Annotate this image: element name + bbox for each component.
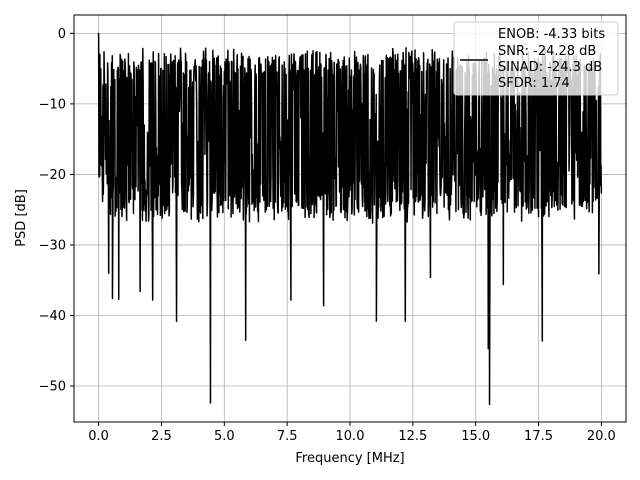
y-tick-label: −30	[39, 238, 66, 253]
x-tick-label: 2.5	[151, 429, 172, 444]
legend-entry-snr: SNR: -24.28 dB	[498, 44, 596, 59]
x-tick-label: 20.0	[587, 429, 616, 444]
y-tick-label: −20	[39, 168, 66, 183]
psd-peak-point	[98, 32, 100, 34]
x-axis: 0.0 2.5 5.0 7.5 10.0 12.5 15.0 17.5 20.0	[88, 422, 616, 444]
psd-peak-point	[404, 320, 406, 322]
x-tick-label: 10.0	[336, 429, 365, 444]
y-tick-label: −50	[39, 380, 66, 395]
y-tick-label: −10	[39, 97, 66, 112]
x-axis-label: Frequency [MHz]	[295, 451, 404, 466]
x-tick-label: 15.0	[461, 429, 490, 444]
psd-peak-point	[488, 403, 491, 405]
psd-peak-point	[209, 402, 212, 404]
y-tick-label: −40	[39, 309, 66, 324]
psd-peak-point	[290, 299, 292, 301]
x-tick-label: 7.5	[277, 429, 298, 444]
psd-peak-point	[99, 53, 101, 56]
psd-peak-point	[175, 320, 178, 322]
x-tick-label: 12.5	[398, 429, 427, 444]
psd-peak-point	[111, 297, 114, 300]
y-axis-label: PSD [dB]	[14, 189, 29, 247]
psd-peak-point	[598, 273, 600, 275]
psd-peak-point	[541, 340, 543, 342]
legend: ENOB: -4.33 bits SNR: -24.28 dB SINAD: -…	[453, 21, 619, 96]
x-tick-label: 5.0	[214, 429, 235, 444]
psd-peak-point	[245, 339, 247, 341]
psd-peak-point	[118, 298, 120, 300]
legend-entry-sfdr: SFDR: 1.74	[498, 76, 570, 91]
psd-peak-point	[139, 290, 141, 293]
psd-peak-point	[323, 305, 325, 307]
psd-peak-point	[487, 348, 489, 350]
psd-peak-point	[375, 320, 377, 322]
psd-peak-point	[152, 299, 154, 301]
y-tick-label: 0	[58, 27, 66, 42]
legend-box	[453, 21, 619, 96]
psd-peak-point	[429, 276, 432, 278]
x-tick-label: 17.5	[524, 429, 553, 444]
legend-entry-enob: ENOB: -4.33 bits	[498, 27, 605, 42]
psd-peak-point	[502, 283, 504, 286]
legend-entry-sinad: SINAD: -24.3 dB	[498, 60, 602, 75]
psd-peak-point	[108, 272, 110, 274]
x-tick-label: 0.0	[88, 429, 109, 444]
y-axis: 0 −10 −20 −30 −40 −50	[39, 27, 74, 395]
